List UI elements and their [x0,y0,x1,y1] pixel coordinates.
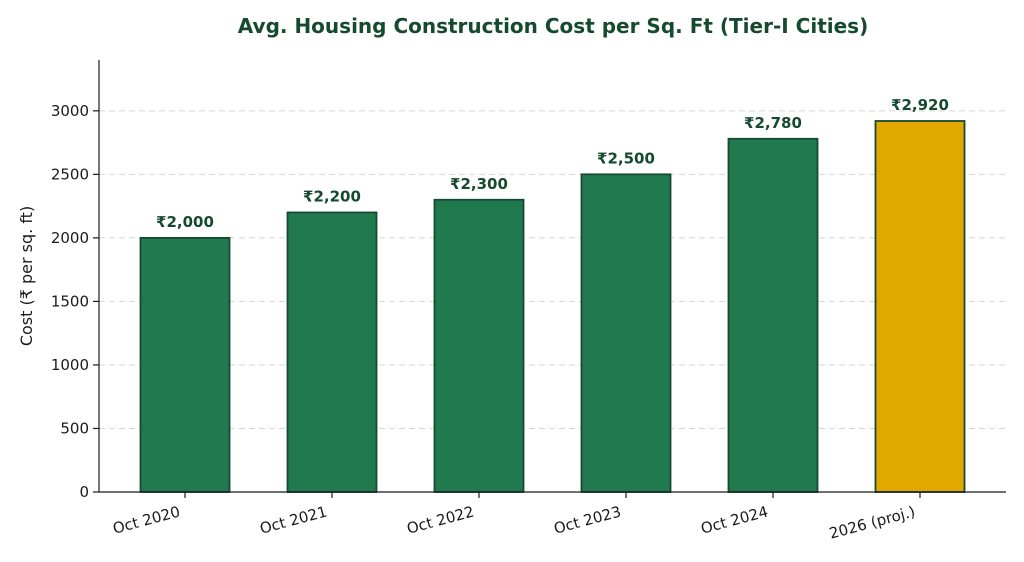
bar [286,211,378,493]
x-tick-label: Oct 2024 [699,502,770,537]
gridlines [99,110,1006,429]
data-labels: ₹2,000 ₹2,200 ₹2,300 ₹2,500 ₹2,780 ₹2,920 [156,96,949,231]
x-ticks: Oct 2020 Oct 2021 Oct 2022 Oct 2023 Oct 2024… [111,492,921,543]
data-label: ₹2,000 [156,213,214,231]
y-axis-title: Cost (₹ per sq. ft) [17,206,36,346]
y-tick-label: 0 [79,483,89,501]
data-label: ₹2,500 [597,149,655,167]
y-tick-label: 1000 [51,356,89,374]
bar-projected [874,120,966,493]
y-tick-label: 500 [60,419,89,437]
y-tick-label: 2000 [51,229,89,247]
y-tick-label: 3000 [51,102,89,120]
bar [727,137,819,493]
x-tick-label: Oct 2023 [552,502,623,537]
y-tick-label: 2500 [51,165,89,183]
data-label: ₹2,920 [891,96,949,114]
y-tick-label: 1500 [51,292,89,310]
chart-title: Avg. Housing Construction Cost per Sq. F… [237,14,869,38]
data-label: ₹2,780 [744,114,802,132]
bar [139,236,231,493]
data-label: ₹2,200 [303,187,361,205]
x-tick-label: 2026 (proj.) [827,502,917,542]
y-ticks: 0 500 1000 1500 2000 2500 3000 [51,102,99,501]
bar [433,198,525,493]
data-label: ₹2,300 [450,175,508,193]
x-tick-label: Oct 2022 [405,502,476,537]
bars [139,120,966,493]
x-tick-label: Oct 2020 [111,502,182,537]
x-tick-label: Oct 2021 [258,502,329,537]
bar [580,173,672,493]
